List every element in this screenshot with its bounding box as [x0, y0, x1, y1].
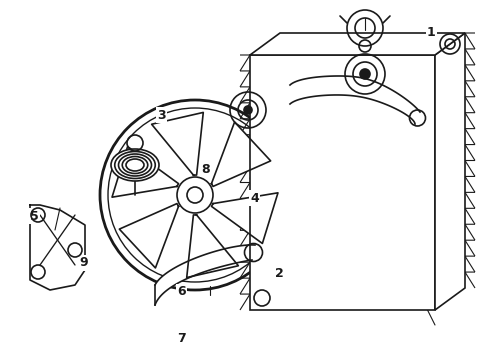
Polygon shape [30, 205, 85, 290]
Text: 7: 7 [177, 332, 186, 345]
Polygon shape [187, 215, 238, 278]
Text: 6: 6 [177, 285, 186, 298]
Text: 8: 8 [201, 163, 210, 176]
Text: 3: 3 [157, 109, 166, 122]
Polygon shape [250, 33, 465, 55]
Text: 2: 2 [275, 267, 284, 280]
Circle shape [244, 106, 252, 114]
Polygon shape [212, 193, 278, 243]
Text: 4: 4 [250, 192, 259, 204]
Text: 9: 9 [79, 256, 88, 269]
Polygon shape [290, 76, 420, 124]
Ellipse shape [115, 152, 155, 179]
Polygon shape [435, 33, 465, 310]
Ellipse shape [122, 157, 148, 174]
Polygon shape [212, 122, 270, 186]
Ellipse shape [111, 149, 159, 181]
Text: 5: 5 [30, 210, 39, 222]
Text: 1: 1 [427, 26, 436, 39]
Polygon shape [151, 112, 203, 175]
Polygon shape [112, 147, 178, 197]
Circle shape [360, 69, 370, 79]
Ellipse shape [126, 159, 144, 171]
Polygon shape [155, 245, 255, 305]
Ellipse shape [119, 154, 151, 176]
Bar [250, 55, 435, 310]
Polygon shape [120, 204, 178, 268]
